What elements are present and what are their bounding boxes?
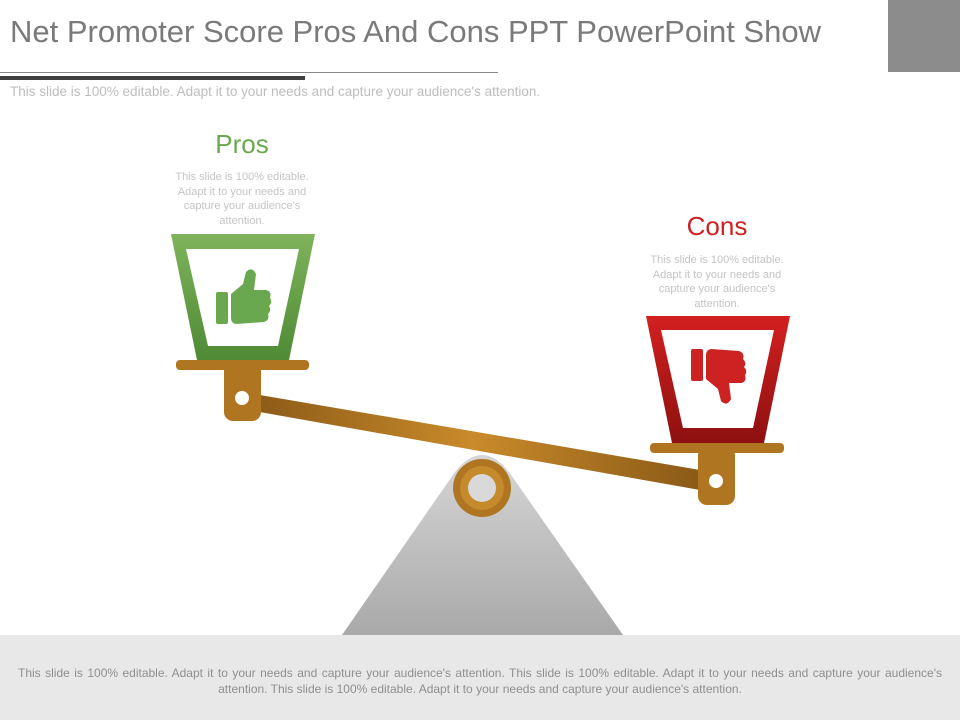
cons-hanger (650, 443, 784, 505)
scale-beam (248, 393, 700, 490)
title-underline-thick (0, 76, 305, 80)
footer-text: This slide is 100% editable. Adapt it to… (18, 666, 942, 696)
pros-hanger (176, 360, 309, 421)
corner-accent-box (888, 0, 960, 72)
cons-description: This slide is 100% editable. Adapt it to… (650, 254, 784, 310)
scale-stand (342, 455, 623, 635)
pros-description: This slide is 100% editable. Adapt it to… (175, 171, 309, 227)
thumbs-down-icon (691, 349, 747, 404)
slide-subtitle: This slide is 100% editable. Adapt it to… (10, 84, 541, 99)
thumbs-up-icon (216, 269, 272, 324)
scale-pivot (453, 459, 511, 517)
title-underline-thin (0, 72, 498, 73)
cons-heading: Cons (686, 211, 748, 241)
slide-title: Net Promoter Score Pros And Cons PPT Pow… (10, 14, 821, 49)
pros-heading: Pros (215, 129, 269, 159)
footer-band: This slide is 100% editable. Adapt it to… (0, 635, 960, 720)
